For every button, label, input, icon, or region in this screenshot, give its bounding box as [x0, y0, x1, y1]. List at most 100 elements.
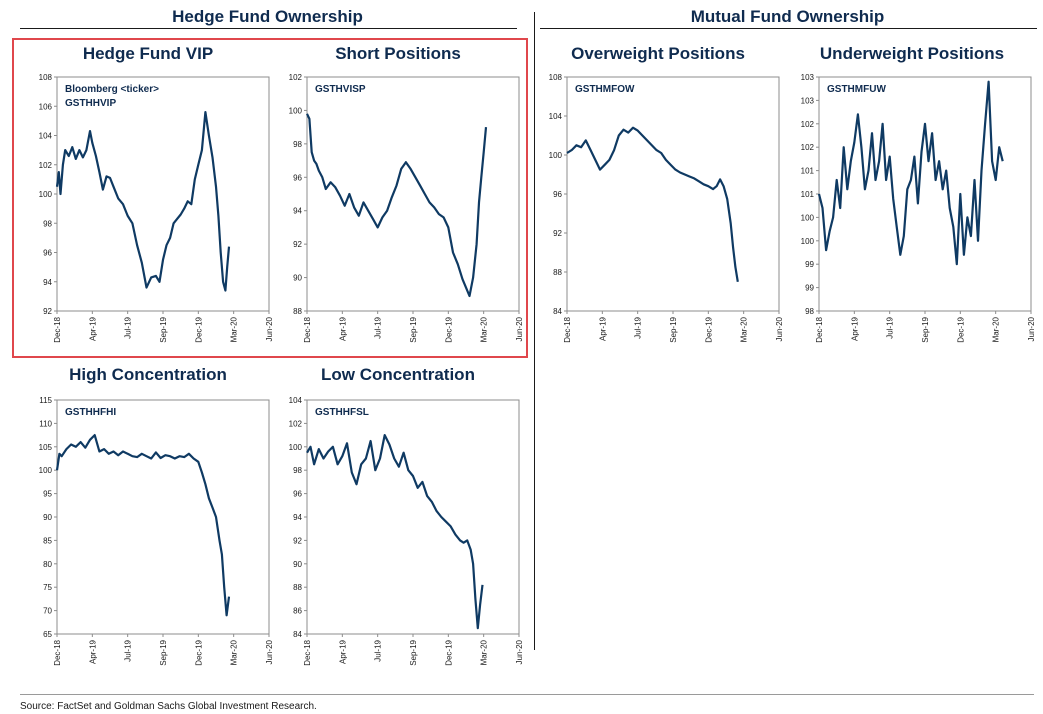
x-tick-label: Dec-19: [194, 316, 203, 342]
x-tick-label: Sep-19: [409, 316, 418, 342]
x-tick-label: Apr-19: [598, 316, 607, 341]
x-tick-label: Dec-18: [303, 639, 312, 665]
y-tick-label: 84: [553, 307, 562, 316]
y-tick-label: 96: [553, 190, 562, 199]
x-tick-label: Jun-20: [515, 639, 524, 664]
x-tick-label: Apr-19: [338, 639, 347, 664]
chart-underweight: 98 99 99 100 100 101 101 102 102 103 103 Dec-18 Apr-…: [801, 73, 1036, 343]
y-tick-label: 84: [293, 630, 302, 639]
mutual-fund-ownership-title: Mutual Fund Ownership: [690, 7, 885, 26]
hedge-fund-ownership-rule: [20, 28, 517, 29]
series-annotation: GSTHMFOW: [575, 84, 635, 95]
chart-title-hf-vip: Hedge Fund VIP: [82, 44, 214, 63]
x-tick-label: Dec-19: [704, 316, 713, 342]
y-tick-label: 70: [43, 607, 52, 616]
x-tick-label: Dec-19: [956, 316, 965, 342]
y-tick-label: 108: [549, 73, 563, 82]
x-tick-label: Apr-19: [88, 639, 97, 664]
plot-frame: [818, 76, 1032, 312]
chart-high-conc: 65 70 75 80 85 90 95 100 105 110 115 Dec-18 Apr-19 Ju…: [39, 396, 274, 666]
y-tick-label: 75: [43, 583, 52, 592]
y-tick-label: 92: [43, 307, 52, 316]
y-tick-label: 88: [293, 307, 302, 316]
x-tick-label: Mar-20: [992, 316, 1001, 342]
x-tick-label: Mar-20: [480, 639, 489, 665]
y-tick-label: 94: [293, 513, 302, 522]
x-tick-label: Dec-18: [53, 639, 62, 665]
series-line: [306, 113, 488, 298]
y-tick-label: 104: [549, 112, 563, 121]
y-tick-label: 100: [289, 443, 303, 452]
x-tick-label: Apr-19: [338, 316, 347, 341]
y-tick-label: 96: [293, 490, 302, 499]
x-tick-label: Jul-19: [886, 316, 895, 338]
y-tick-label: 92: [293, 240, 302, 249]
section-divider: [534, 12, 535, 650]
plot-frame: [56, 399, 270, 635]
chart-title-underweight: Underweight Positions: [819, 44, 1005, 63]
source-note: Source: FactSet and Goldman Sachs Global…: [20, 701, 317, 712]
y-tick-label: 98: [293, 466, 302, 475]
series-annotation: GSTHMFUW: [827, 84, 886, 95]
y-tick-label: 96: [43, 249, 52, 258]
y-tick-label: 100: [289, 106, 303, 115]
y-tick-label: 98: [805, 307, 814, 316]
y-tick-label: 105: [39, 443, 53, 452]
x-tick-label: Sep-19: [159, 316, 168, 342]
y-tick-label: 92: [293, 536, 302, 545]
x-tick-label: Dec-18: [303, 316, 312, 342]
series-annotation: GSTHVISP: [315, 84, 366, 95]
y-tick-label: 65: [43, 630, 52, 639]
x-tick-label: Sep-19: [669, 316, 678, 342]
mutual-fund-ownership-rule: [540, 28, 1037, 29]
y-tick-label: 88: [293, 583, 302, 592]
x-tick-label: Jul-19: [374, 639, 383, 661]
y-tick-label: 96: [293, 173, 302, 182]
x-tick-label: Apr-19: [850, 316, 859, 341]
y-tick-label: 100: [549, 151, 563, 160]
y-tick-label: 101: [801, 167, 815, 176]
chart-hf-vip: 92 94 96 98 100 102 104 106 108 Dec-18 Apr-19 Jul-1…: [39, 73, 274, 343]
y-tick-label: 94: [43, 278, 52, 287]
x-tick-label: Jul-19: [124, 639, 133, 661]
y-tick-label: 102: [39, 161, 53, 170]
x-tick-label: Dec-18: [815, 316, 824, 342]
series-annotation: GSTHHVIP: [65, 98, 116, 109]
chart-low-conc: 84 86 88 90 92 94 96 98 100 102 104 Dec-18 Apr-19 Jul…: [289, 396, 524, 666]
x-tick-label: Dec-18: [53, 316, 62, 342]
y-tick-label: 100: [801, 213, 815, 222]
plot-frame: [566, 76, 780, 312]
hedge-fund-ownership-title: Hedge Fund Ownership: [172, 7, 363, 26]
y-tick-label: 80: [43, 560, 52, 569]
series-annotation: GSTHHFSL: [315, 407, 369, 418]
series-line: [55, 111, 231, 292]
x-tick-label: Mar-20: [230, 639, 239, 665]
x-tick-label: Sep-19: [921, 316, 930, 342]
x-tick-label: Jun-20: [1027, 316, 1036, 341]
y-tick-label: 104: [289, 396, 303, 405]
x-tick-label: Dec-19: [444, 316, 453, 342]
series-annotation: Bloomberg <ticker>: [65, 84, 159, 95]
chart-title-overweight: Overweight Positions: [571, 44, 745, 63]
series-annotation: GSTHHFHI: [65, 407, 116, 418]
x-tick-label: Mar-20: [230, 316, 239, 342]
y-tick-label: 90: [293, 560, 302, 569]
y-tick-label: 94: [293, 207, 302, 216]
y-tick-label: 99: [805, 260, 814, 269]
x-tick-label: Mar-20: [740, 316, 749, 342]
series-line: [306, 434, 484, 630]
y-tick-label: 106: [39, 102, 53, 111]
x-tick-label: Dec-19: [194, 639, 203, 665]
x-tick-label: Jul-19: [634, 316, 643, 338]
y-tick-label: 110: [39, 419, 52, 428]
x-tick-label: Jul-19: [374, 316, 383, 338]
chart-short: 88 90 92 94 96 98 100 102 Dec-18 Apr-19 Jul-19 Sep-…: [289, 73, 524, 343]
y-tick-label: 100: [801, 237, 815, 246]
plot-frame: [306, 399, 520, 635]
y-tick-label: 101: [801, 190, 815, 199]
y-tick-label: 108: [39, 73, 53, 82]
series-line: [566, 126, 739, 282]
x-tick-label: Dec-18: [563, 316, 572, 342]
x-tick-label: Dec-19: [444, 639, 453, 665]
chart-overweight: 84 88 92 96 100 104 108 Dec-18 Apr-19 Jul-19 Sep-1…: [549, 73, 784, 343]
